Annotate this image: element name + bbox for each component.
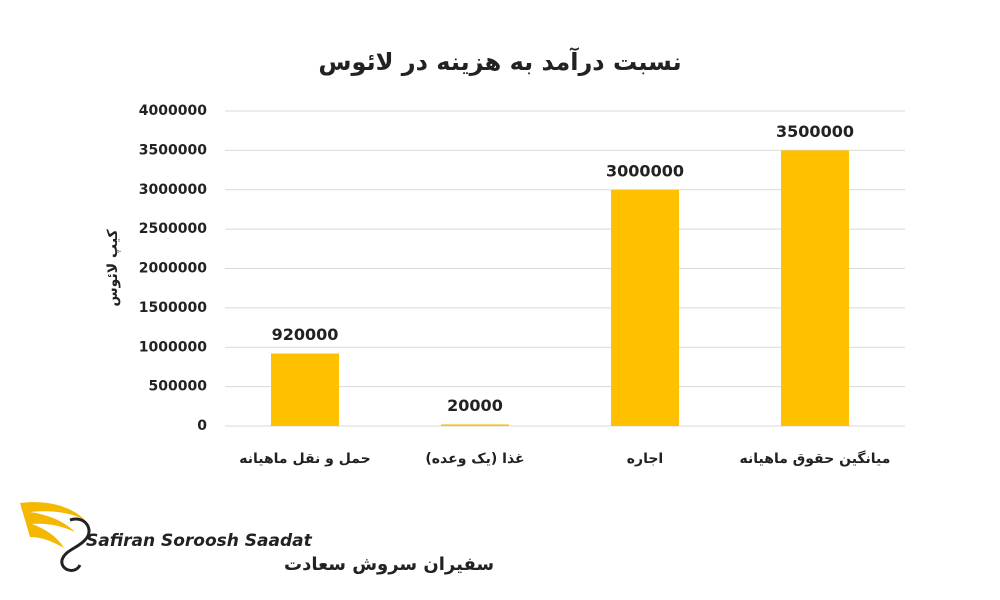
bar (611, 189, 679, 426)
bar (441, 424, 509, 426)
x-tick-label: اجاره (627, 451, 663, 467)
logo-latin: Safiran Soroosh Saadat (86, 531, 313, 551)
y-tick-label: 2500000 (139, 221, 207, 237)
data-label: 3500000 (776, 122, 854, 141)
logo-wing (20, 502, 85, 548)
y-axis-label: کیپ لائوس (105, 228, 121, 306)
y-tick-label: 2000000 (139, 261, 207, 277)
y-tick-label: 1000000 (139, 339, 207, 355)
y-tick-label: 4000000 (139, 103, 207, 119)
y-tick-label: 1500000 (139, 300, 207, 316)
bar (781, 150, 849, 426)
y-tick-label: 500000 (149, 379, 208, 395)
data-label: 20000 (447, 396, 503, 415)
x-tick-label: غذا (یک وعده) (425, 451, 524, 467)
data-label: 920000 (272, 325, 339, 344)
logo: Safiran Soroosh Saadat سفیران سروش سعادت (20, 502, 494, 575)
chart-title: نسبت درآمد به هزینه در لائوس (318, 47, 681, 76)
y-tick-label: 3500000 (139, 142, 207, 158)
y-tick-label: 0 (197, 418, 207, 434)
y-tick-label: 3000000 (139, 182, 207, 198)
bar (271, 353, 339, 426)
x-tick-label: حمل و نقل ماهیانه (239, 451, 370, 467)
data-label: 3000000 (606, 161, 684, 180)
x-tick-label: میانگین حقوق ماهیانه (740, 450, 891, 467)
logo-persian: سفیران سروش سعادت (284, 554, 494, 575)
logo-swan (60, 517, 91, 572)
